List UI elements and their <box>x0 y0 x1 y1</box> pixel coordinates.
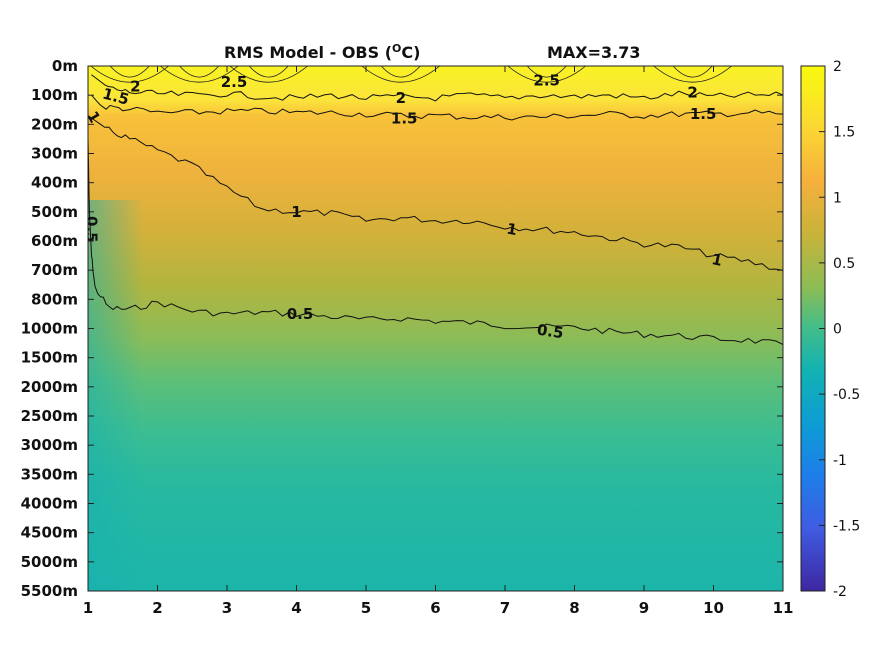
colorbar-tick-label: -2 <box>833 584 847 600</box>
y-tick-label: 4000m <box>21 495 78 513</box>
contour-label-text: 2 <box>396 89 406 107</box>
contour-label-text: 0.5 <box>287 305 314 323</box>
contour-label-text: 1 <box>710 250 724 270</box>
contour-scallop <box>179 66 220 78</box>
contour-label-text: 2 <box>687 83 697 101</box>
contour-label: 1 <box>291 203 301 221</box>
y-tick-label: 1000m <box>21 320 78 338</box>
contour-label: 1.5 <box>690 105 717 123</box>
colorbar-tick-label: 2 <box>833 59 842 75</box>
contour-label-text: 0.5 <box>83 216 101 243</box>
colorbar-tick-label: -1 <box>833 453 847 469</box>
y-tick-label: 0m <box>52 57 78 75</box>
y-tick-label: 5500m <box>21 582 78 600</box>
colorbar-ticks: 2 1.5 1 0.5 0 -0.5 -1 -1.5 -2 <box>819 59 860 600</box>
colorbar-tick-label: 1 <box>833 190 842 206</box>
contour-scallop <box>672 66 713 78</box>
x-tick-label: 3 <box>222 599 232 617</box>
contour-scallop <box>248 66 289 78</box>
contour-label: 2 <box>396 89 406 107</box>
x-axis: 1 2 3 4 5 6 7 8 9 10 11 <box>83 66 794 617</box>
contour-label: 2.5 <box>533 72 560 90</box>
y-tick-label: 3000m <box>21 436 78 454</box>
y-tick-label: 500m <box>31 203 78 221</box>
y-tick-label: 2000m <box>21 378 78 396</box>
y-tick-label: 5000m <box>21 553 78 571</box>
y-tick-label: 700m <box>31 261 78 279</box>
contour-label: 2 <box>687 83 697 101</box>
x-tick-label: 8 <box>569 599 579 617</box>
contour-scallop <box>653 66 732 83</box>
x-tick-label: 4 <box>291 599 301 617</box>
contour-label: 0.5 <box>287 305 314 323</box>
contour-line-1 <box>88 115 783 271</box>
contour-label: 1.5 <box>391 110 418 128</box>
x-tick-label: 1 <box>83 599 93 617</box>
colorbar: 2 1.5 1 0.5 0 -0.5 -1 -1.5 -2 <box>800 59 860 600</box>
contour-scallops-2-5 <box>90 66 732 83</box>
chart-title: RMS Model - OBS (OC) <box>224 42 420 62</box>
contour-label-text: 0.5 <box>536 321 565 343</box>
x-tick-label: 2 <box>152 599 162 617</box>
contour-line-1-5 <box>91 94 783 121</box>
y-tick-label: 200m <box>31 115 78 133</box>
contour-scallop <box>507 66 586 83</box>
contour-label: 0.5 <box>536 321 565 343</box>
x-tick-label: 11 <box>773 599 794 617</box>
contour-label: 0.5 <box>83 216 101 243</box>
contour-scallop <box>361 66 440 83</box>
x-tick-label: 10 <box>703 599 724 617</box>
contour-label-text: 1 <box>505 220 518 240</box>
contour-label-text: 1.5 <box>690 105 717 123</box>
y-tick-label: 300m <box>31 145 78 163</box>
y-tick-label: 600m <box>31 232 78 250</box>
x-tick-label: 6 <box>430 599 440 617</box>
contour-label: 2 <box>130 77 140 95</box>
contour-scallop <box>90 66 169 83</box>
contour-line-0-5 <box>88 138 783 345</box>
contour-label: 2.5 <box>221 73 248 91</box>
contour-line-2 <box>91 74 783 102</box>
contour-scallop <box>109 66 150 78</box>
field-left-shade <box>88 200 783 591</box>
contour-label-text: 2.5 <box>533 72 560 90</box>
contour-label-text: 1 <box>291 203 301 221</box>
contour-label-text: 1.5 <box>391 110 418 128</box>
y-tick-label: 3500m <box>21 465 78 483</box>
x-tick-label: 9 <box>639 599 649 617</box>
contour-label-text: 2.5 <box>221 73 248 91</box>
contour-scallop <box>526 66 567 78</box>
y-axis: 0m 100m 200m 300m 400m 500m 600m 700m 800m 1000m 1… <box>21 57 783 600</box>
y-tick-label: 400m <box>31 174 78 192</box>
contour-scallop <box>380 66 421 78</box>
x-tick-label: 5 <box>361 599 371 617</box>
max-value-label: MAX=3.73 <box>547 43 641 62</box>
contour-scallop <box>229 66 308 83</box>
contour-lines <box>88 66 783 345</box>
y-tick-label: 100m <box>31 86 78 104</box>
colorbar-tick-label: -0.5 <box>833 387 860 403</box>
contour-scallop <box>160 66 239 83</box>
colorbar-tick-label: 1.5 <box>833 125 855 141</box>
y-tick-label: 4500m <box>21 524 78 542</box>
y-tick-label: 2500m <box>21 407 78 425</box>
contour-label-text: 2 <box>130 77 140 95</box>
contour-label: 1 <box>710 250 724 270</box>
y-tick-label: 1500m <box>21 349 78 367</box>
x-tick-label: 7 <box>500 599 510 617</box>
contour-label: 1 <box>505 220 518 240</box>
colorbar-tick-label: 0 <box>833 322 842 338</box>
y-tick-label: 800m <box>31 290 78 308</box>
colorbar-tick-label: 0.5 <box>833 256 855 272</box>
colorbar-tick-label: -1.5 <box>833 518 860 534</box>
